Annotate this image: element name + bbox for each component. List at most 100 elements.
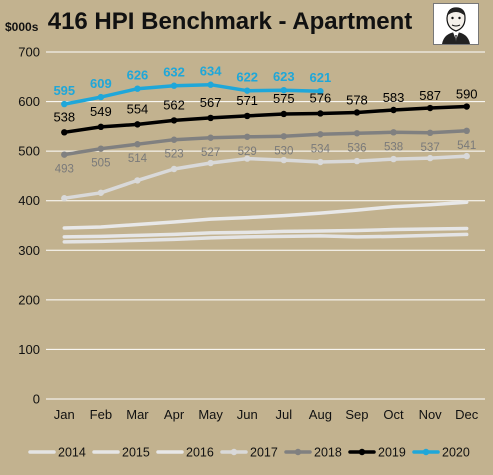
x-tick-label: Oct xyxy=(383,407,404,422)
data-label-2020: 634 xyxy=(200,64,222,79)
series-line-2019 xyxy=(62,104,469,135)
data-point-2019 xyxy=(390,106,397,114)
y-tick-label: 300 xyxy=(18,243,40,258)
y-tick-label: 0 xyxy=(33,392,40,407)
x-tick-label: Dec xyxy=(455,407,479,422)
data-point-2018 xyxy=(317,131,324,138)
data-label-2018: 537 xyxy=(421,142,440,154)
data-label-2019: 554 xyxy=(127,101,149,116)
caricature-portrait-icon xyxy=(433,3,479,45)
x-tick-label: Feb xyxy=(90,407,112,422)
legend-label-2017: 2017 xyxy=(250,446,278,460)
data-point-2017 xyxy=(207,159,214,167)
x-tick-label: Nov xyxy=(419,407,443,422)
data-point-2019 xyxy=(317,110,324,117)
x-tick-label: May xyxy=(198,407,223,422)
series-line-2014 xyxy=(62,232,469,244)
legend-marker-2020 xyxy=(422,448,430,456)
legend-label-2019: 2019 xyxy=(378,446,406,460)
data-label-2019: 562 xyxy=(163,97,185,112)
data-label-2018: 505 xyxy=(91,158,110,170)
x-tick-label: Jun xyxy=(237,407,258,422)
legend-label-2020: 2020 xyxy=(442,446,470,460)
data-point-2019 xyxy=(134,121,141,128)
x-tick-label: Jul xyxy=(275,407,292,422)
data-point-2017 xyxy=(426,154,434,162)
y-axis-unit-label: $000s xyxy=(5,20,39,34)
data-point-2019 xyxy=(426,104,434,112)
chart-title: 416 HPI Benchmark - Apartment xyxy=(47,8,413,35)
x-tick-label: Sep xyxy=(345,407,368,422)
x-tick-label: Apr xyxy=(164,407,185,422)
data-label-2018: 538 xyxy=(384,141,403,153)
y-tick-label: 700 xyxy=(18,45,40,60)
data-point-2017 xyxy=(390,155,397,163)
data-label-2020: 623 xyxy=(273,69,295,84)
data-label-2019: 587 xyxy=(419,88,441,103)
data-label-2019: 571 xyxy=(236,93,258,108)
data-label-2019: 575 xyxy=(273,91,295,106)
data-point-2018 xyxy=(134,141,141,148)
data-label-2018: 529 xyxy=(238,146,257,158)
data-point-2019 xyxy=(244,112,251,120)
data-label-2018: 534 xyxy=(311,143,331,155)
data-label-2018: 530 xyxy=(274,145,293,157)
data-point-2017 xyxy=(353,157,361,165)
legend-label-2016: 2016 xyxy=(186,446,214,460)
legend-marker-2019 xyxy=(358,448,366,456)
y-tick-label: 600 xyxy=(18,94,40,109)
legend-marker-2017 xyxy=(230,448,238,456)
data-point-2020 xyxy=(97,93,105,101)
data-point-2018 xyxy=(463,127,470,135)
data-point-2017 xyxy=(170,165,178,173)
data-point-2019 xyxy=(170,117,178,124)
series-line-2020 xyxy=(62,82,323,106)
legend-label-2014: 2014 xyxy=(58,446,86,460)
y-tick-label: 500 xyxy=(18,144,40,159)
series-line-2015 xyxy=(62,226,469,239)
data-label-2019: 578 xyxy=(346,92,368,107)
data-point-2018 xyxy=(97,145,105,152)
data-point-2018 xyxy=(207,134,214,141)
data-point-2018 xyxy=(426,129,434,137)
data-point-2019 xyxy=(463,103,470,110)
data-label-2020: 622 xyxy=(236,70,258,85)
data-label-2019: 590 xyxy=(456,87,478,102)
data-label-2019: 567 xyxy=(200,95,222,110)
data-label-2019: 538 xyxy=(53,109,75,124)
series-line-2017 xyxy=(62,154,469,200)
data-label-2018: 527 xyxy=(201,147,220,159)
x-tick-label: Mar xyxy=(126,407,149,422)
data-point-2019 xyxy=(61,129,68,136)
x-tick-label: Aug xyxy=(309,407,332,422)
data-point-2020 xyxy=(170,82,178,89)
x-tick-label: Jan xyxy=(54,407,75,422)
data-point-2018 xyxy=(170,136,178,143)
data-point-2017 xyxy=(134,177,141,184)
series-line-2016 xyxy=(62,200,469,230)
data-point-2020 xyxy=(134,85,141,92)
data-point-2020 xyxy=(61,100,68,108)
data-point-2019 xyxy=(207,114,214,122)
data-label-2019: 583 xyxy=(383,90,405,105)
legend-marker-2018 xyxy=(294,448,302,456)
data-label-2020: 595 xyxy=(53,83,75,98)
data-point-2019 xyxy=(353,109,361,116)
data-label-2018: 523 xyxy=(164,149,183,161)
data-label-2018: 514 xyxy=(128,153,148,165)
data-point-2017 xyxy=(463,152,470,160)
data-point-2020 xyxy=(244,87,251,94)
data-point-2020 xyxy=(280,86,287,94)
data-point-2017 xyxy=(97,189,105,196)
legend-label-2015: 2015 xyxy=(122,446,150,460)
data-label-2020: 632 xyxy=(163,65,185,80)
data-label-2018: 536 xyxy=(347,142,366,154)
y-tick-label: 100 xyxy=(18,342,40,357)
y-tick-label: 400 xyxy=(18,193,40,208)
data-point-2017 xyxy=(280,156,287,164)
data-label-2018: 541 xyxy=(457,140,476,152)
series-line-2018 xyxy=(62,129,469,157)
data-label-2020: 621 xyxy=(310,70,332,85)
